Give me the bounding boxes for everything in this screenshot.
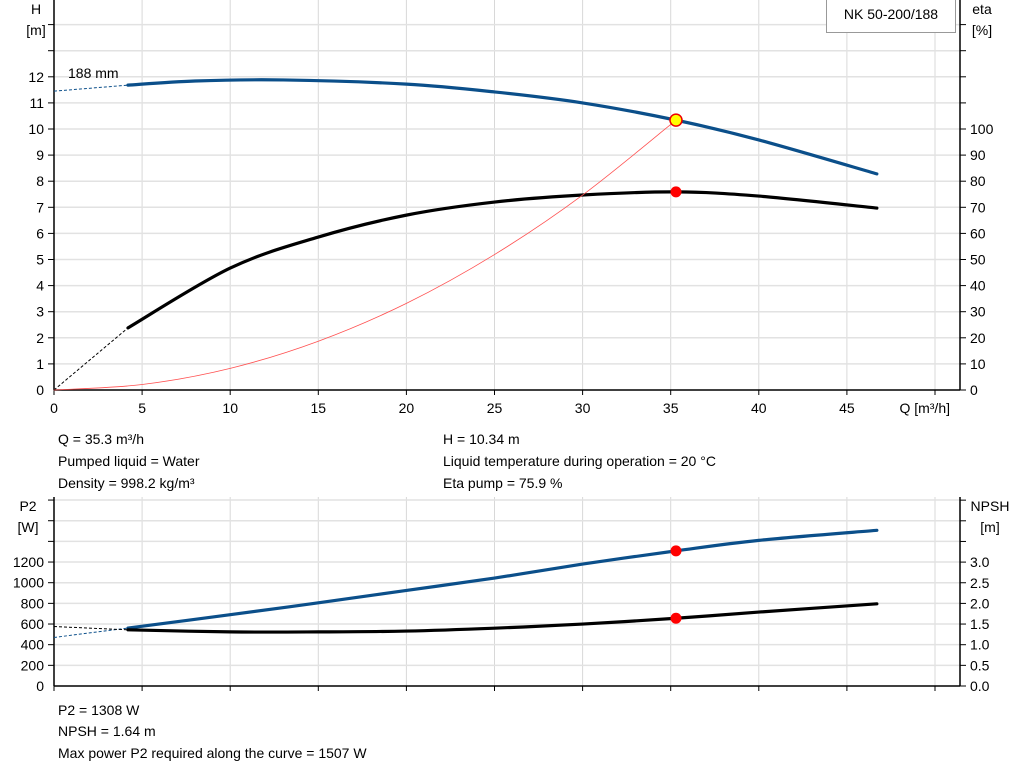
- operating-point: [669, 113, 683, 127]
- x-tick-label: 5: [138, 400, 146, 416]
- y-tick-label-left: 1200: [13, 554, 44, 570]
- y-tick-label-left: 6: [36, 225, 44, 241]
- y-tick-label-right: 90: [970, 147, 986, 163]
- x-tick-label: 15: [311, 400, 327, 416]
- y-axis-label-right: [%]: [972, 22, 992, 38]
- x-axis-label: Q [m³/h]: [899, 400, 950, 416]
- y-axis-label-left: [W]: [18, 519, 39, 535]
- y-tick-label-left: 0: [36, 678, 44, 694]
- info-npsh: NPSH = 1.64 m: [58, 723, 156, 739]
- y-tick-label-left: 11: [29, 95, 44, 111]
- info-p2: P2 = 1308 W: [58, 702, 140, 718]
- x-tick-label: 20: [399, 400, 415, 416]
- series-eta: [126, 190, 879, 330]
- y-tick-label-right: 0: [970, 382, 978, 398]
- y-tick-label-left: 5: [36, 252, 44, 268]
- y-tick-label-right: 30: [970, 304, 986, 320]
- y-tick-label-right: 2.0: [970, 595, 990, 611]
- y-tick-label-right: 20: [970, 330, 986, 346]
- y-tick-label-left: 10: [28, 121, 44, 137]
- info-temperature: Liquid temperature during operation = 20…: [443, 453, 716, 469]
- y-tick-label-left: 2: [36, 330, 44, 346]
- x-tick-label: 10: [222, 400, 238, 416]
- series-p2: [126, 528, 879, 630]
- y-axis-label-left: H: [31, 1, 41, 17]
- y-tick-label-left: 0: [36, 382, 44, 398]
- y-tick-label-right: 70: [970, 199, 986, 215]
- y-tick-label-left: 7: [36, 199, 44, 215]
- y-tick-label-right: 10: [970, 356, 986, 372]
- info-liquid: Pumped liquid = Water: [58, 453, 200, 469]
- impeller-diameter-label: 188 mm: [68, 65, 119, 81]
- y-tick-label-right: 0.5: [970, 657, 990, 673]
- y-tick-label-left: 4: [36, 278, 44, 294]
- x-tick-label: 40: [751, 400, 767, 416]
- y-tick-label-left: 800: [21, 595, 45, 611]
- info-density: Density = 998.2 kg/m³: [58, 475, 195, 491]
- y-tick-label-left: 3: [36, 304, 44, 320]
- series-head-extrapolation: [53, 84, 129, 92]
- x-tick-label: 25: [487, 400, 503, 416]
- y-axis-label-right: [m]: [980, 519, 999, 535]
- y-tick-label-left: 200: [21, 657, 45, 673]
- y-tick-label-right: 1.5: [970, 616, 990, 632]
- series-head: [126, 78, 879, 176]
- info-max-power: Max power P2 required along the curve = …: [58, 745, 367, 761]
- y-tick-label-left: 400: [21, 637, 45, 653]
- legend-pump-model: NK 50-200/188: [826, 0, 956, 33]
- x-tick-label: 0: [50, 400, 58, 416]
- y-tick-label-left: 8: [36, 173, 44, 189]
- series-eta-extrapolation: [53, 327, 129, 391]
- y-tick-label-right: 60: [970, 225, 986, 241]
- operating-point: [670, 545, 682, 557]
- info-flow: Q = 35.3 m³/h: [58, 431, 144, 447]
- series-system: [53, 119, 677, 391]
- y-axis-label-left: P2: [19, 498, 36, 514]
- operating-point: [670, 612, 682, 624]
- y-tick-label-left: 1: [36, 356, 44, 372]
- y-tick-label-right: 0.0: [970, 678, 990, 694]
- series-npsh-extrapolation: [53, 626, 129, 631]
- y-tick-label-right: 80: [970, 173, 986, 189]
- y-tick-label-right: 1.0: [970, 637, 990, 653]
- info-head: H = 10.34 m: [443, 431, 520, 447]
- series-npsh: [126, 602, 879, 634]
- x-tick-label: 45: [839, 400, 855, 416]
- y-tick-label-right: 3.0: [970, 554, 990, 570]
- y-axis-label-right: eta: [972, 1, 992, 17]
- y-tick-label-right: 2.5: [970, 575, 990, 591]
- info-eta: Eta pump = 75.9 %: [443, 475, 563, 491]
- y-tick-label-left: 600: [21, 616, 45, 632]
- y-tick-label-left: 12: [28, 69, 44, 85]
- y-tick-label-left: 9: [36, 147, 44, 163]
- y-tick-label-right: 40: [970, 278, 986, 294]
- y-tick-label-right: 100: [970, 121, 994, 137]
- y-tick-label-left: 1000: [13, 575, 44, 591]
- x-tick-label: 35: [663, 400, 679, 416]
- y-tick-label-right: 50: [970, 252, 986, 268]
- y-axis-label-left: [m]: [26, 22, 45, 38]
- operating-point: [670, 186, 682, 198]
- y-axis-label-right: NPSH: [971, 498, 1010, 514]
- x-tick-label: 30: [575, 400, 591, 416]
